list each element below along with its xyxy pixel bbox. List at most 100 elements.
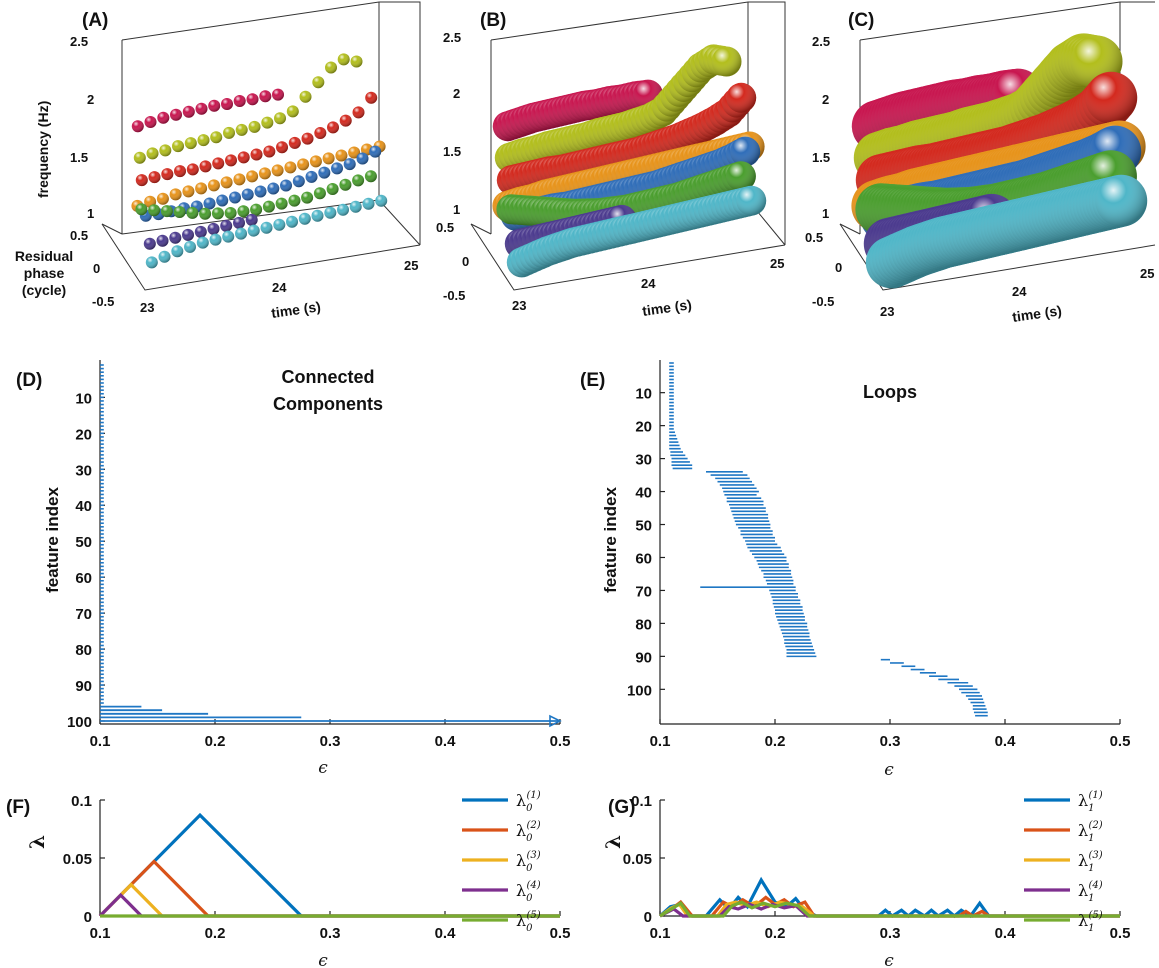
- sphere-shading: [157, 111, 170, 124]
- y-tick-label: 90: [635, 649, 652, 666]
- legend-label: λ1(3): [1078, 850, 1103, 874]
- y-tick-label: -0.5: [92, 294, 114, 309]
- sphere-shading: [311, 209, 324, 222]
- legend-label-sup: (3): [527, 850, 541, 861]
- y-axis-label-f: λ: [25, 835, 49, 849]
- sphere-shading: [298, 212, 311, 225]
- sphere-shading: [197, 134, 210, 147]
- sphere-shading: [261, 116, 274, 129]
- x-tick-label: 0.2: [205, 733, 226, 750]
- sphere-shading: [365, 91, 378, 104]
- axes-d: 0.1 0.2 0.3 0.4 0.5 10 20 30 40 50 60 70 80 90 100: [67, 360, 570, 750]
- sphere-shading: [235, 227, 247, 240]
- panel-label-e: (E): [580, 370, 605, 391]
- spheres-b: [492, 44, 767, 278]
- y-axis-label-g: λ: [601, 835, 625, 849]
- legend-label-sup: (1): [527, 790, 541, 801]
- sphere-shading: [258, 167, 271, 180]
- sphere-shading: [171, 245, 184, 258]
- axes-e: 0.1 0.2 0.3 0.4 0.5 10 20 30 40 50 60 70 80 90 100: [627, 360, 1130, 750]
- legend-label: λ1(4): [1078, 880, 1103, 904]
- x-tick-label: 25: [1140, 266, 1154, 281]
- sphere-shading: [305, 170, 318, 183]
- sphere-shading: [292, 175, 305, 188]
- barcode-e: [669, 362, 988, 717]
- sphere-shading: [207, 179, 220, 192]
- sphere-shading: [169, 188, 182, 201]
- x-tick-label: 0.1: [650, 733, 671, 750]
- legend-label: λ0(4): [516, 880, 541, 904]
- legend-label-sub: 0: [526, 833, 533, 844]
- sphere-shading: [229, 191, 241, 204]
- sphere-shading: [375, 194, 388, 207]
- sphere-shading: [160, 205, 173, 218]
- y-tick-label: 0.5: [436, 220, 454, 235]
- sphere-shading: [263, 145, 276, 158]
- sphere-shading: [184, 137, 197, 150]
- y-tick-label: 0.5: [805, 230, 823, 245]
- y-tick-label: 10: [75, 390, 92, 407]
- spheres-a: [131, 53, 388, 269]
- sphere-shading: [349, 200, 362, 213]
- sphere-shading: [174, 165, 186, 178]
- sphere-shading: [210, 131, 223, 144]
- z-tick-label: 2: [822, 92, 829, 107]
- sphere-shading: [182, 228, 194, 241]
- sphere-shading: [364, 170, 377, 183]
- sphere-shading: [196, 236, 209, 249]
- sphere-shading: [322, 152, 335, 165]
- y-tick-label: 20: [75, 426, 92, 443]
- sphere-shading: [237, 151, 250, 164]
- legend-label-sub: 1: [1088, 923, 1094, 934]
- sphere-shading: [254, 185, 267, 198]
- sphere-shading: [262, 200, 275, 213]
- lines-f: [98, 812, 560, 918]
- panel-f: (F) λ ϵ 0.1 0.2 0.3 0.4 0.500.050.1 λ0(1)λ0(…: [6, 790, 570, 968]
- sphere-shading: [211, 207, 224, 220]
- y-tick-label: 80: [75, 642, 92, 659]
- panel-e: (E) Loops feature index ϵ 0.1 0.2 0.3 0.4 0.…: [580, 360, 1130, 780]
- x-tick-label: 0.4: [995, 925, 1017, 942]
- y-tick-label: 50: [75, 534, 92, 551]
- sphere-shading: [337, 53, 350, 66]
- panel-label-a: (A): [82, 10, 108, 31]
- sphere-shading: [272, 88, 284, 101]
- sphere-shading: [312, 76, 325, 89]
- y-tick-label: 10: [635, 386, 652, 403]
- legend-label-sup: (4): [527, 880, 541, 891]
- y-tick-label: 0: [644, 909, 652, 926]
- legend-label: λ0(3): [516, 850, 541, 874]
- sphere-shading: [182, 105, 195, 118]
- sphere-shading: [159, 144, 172, 157]
- x-tick-label: 0.4: [435, 733, 457, 750]
- y-tick-label: -0.5: [443, 288, 465, 303]
- legend-label: λ1(1): [1078, 790, 1103, 814]
- z-tick-label: 1: [822, 206, 829, 221]
- z-tick-label: 2.5: [443, 30, 461, 45]
- z-tick-label: 1: [87, 206, 94, 221]
- sphere-shading: [1085, 71, 1138, 124]
- sphere-shading: [216, 194, 229, 207]
- sphere-shading: [280, 179, 292, 192]
- legend-f: λ0(1) λ0(2) λ0(3) λ0(4) λ0(5): [462, 790, 541, 934]
- x-axis-label-a: time (s): [270, 298, 322, 321]
- sphere-shading: [220, 219, 233, 232]
- lines-g: [658, 876, 1120, 919]
- sphere-shading: [182, 185, 195, 198]
- sphere-shading: [267, 182, 280, 195]
- sphere-shading: [326, 183, 339, 195]
- chart-title-e: Loops: [863, 382, 917, 402]
- legend-label: λ0(5): [516, 910, 541, 934]
- x-tick-label: 0.4: [435, 925, 457, 942]
- sphere-shading: [259, 90, 272, 103]
- sphere-shading: [143, 237, 156, 250]
- x-tick-label: 0.1: [90, 733, 111, 750]
- legend-label-sup: (5): [1089, 910, 1103, 921]
- x-tick-label: 25: [404, 258, 418, 273]
- sphere-shading: [301, 191, 314, 204]
- y-tick-label: 70: [635, 583, 652, 600]
- sphere-shading: [172, 140, 184, 153]
- legend-label-sub: 1: [1088, 863, 1094, 874]
- sphere-shading: [184, 240, 196, 253]
